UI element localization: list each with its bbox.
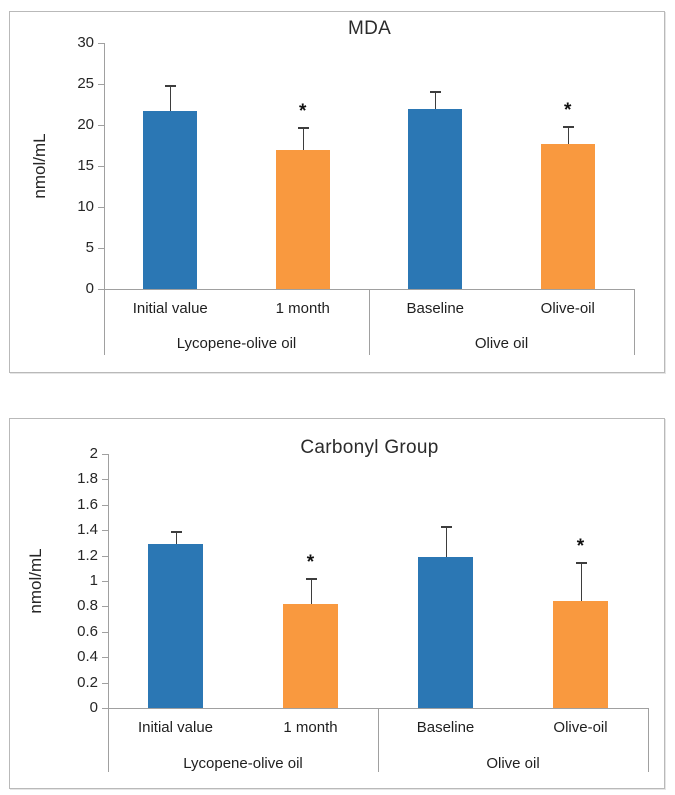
y-tick-label: 10 bbox=[77, 198, 94, 215]
y-tick-label: 30 bbox=[77, 34, 94, 51]
error-bar-line bbox=[435, 91, 437, 109]
y-tick-label: 25 bbox=[77, 75, 94, 92]
error-bar-line bbox=[170, 84, 172, 112]
y-tick-mark bbox=[102, 454, 108, 455]
y-tick-label: 1.6 bbox=[77, 495, 98, 513]
y-axis-line bbox=[108, 454, 109, 708]
y-tick-mark bbox=[98, 289, 104, 290]
chart-title: MDA bbox=[347, 18, 392, 39]
category-label: Olive-oil bbox=[553, 719, 608, 736]
error-bar-cap bbox=[440, 526, 452, 529]
bar-initial-value bbox=[148, 544, 203, 708]
category-label: Baseline bbox=[416, 719, 475, 736]
category-label: Baseline bbox=[406, 300, 465, 317]
y-tick-mark bbox=[102, 606, 108, 608]
category-label: 1 month bbox=[283, 719, 338, 736]
chart-mda: MDA nmol/mL 0 5 10 15 20 25 30 Initial value * 1 … bbox=[9, 11, 665, 373]
y-tick-mark bbox=[102, 657, 108, 659]
category-group-separator bbox=[369, 289, 370, 355]
error-bar-cap bbox=[297, 126, 309, 129]
bar-initial-value bbox=[143, 111, 198, 289]
category-group-separator bbox=[104, 289, 105, 355]
bar-baseline bbox=[418, 556, 473, 708]
y-tick-label: 1.2 bbox=[77, 546, 98, 564]
y-axis-title: nmol/mL bbox=[30, 133, 49, 199]
y-tick-label: 0.2 bbox=[77, 673, 98, 691]
category-group-separator bbox=[108, 708, 109, 772]
y-tick-mark bbox=[98, 207, 104, 208]
error-bar-line bbox=[580, 561, 582, 602]
y-tick-label: 0 bbox=[85, 280, 94, 297]
y-tick-mark bbox=[98, 84, 104, 85]
bar-olive-oil bbox=[553, 601, 608, 708]
y-axis-line bbox=[104, 43, 105, 289]
error-bar-line bbox=[310, 578, 312, 604]
y-tick-label: 0.4 bbox=[77, 648, 98, 666]
error-bar-cap bbox=[562, 125, 574, 128]
error-bar-cap bbox=[305, 578, 317, 581]
y-tick-mark bbox=[102, 682, 108, 684]
category-label: Initial value bbox=[137, 719, 214, 736]
y-tick-label: 0 bbox=[89, 699, 98, 716]
error-bar-line bbox=[567, 125, 569, 144]
error-bar-line bbox=[302, 126, 304, 151]
category-group-label: Lycopene-olive oil bbox=[183, 755, 303, 772]
y-axis-title: nmol/mL bbox=[26, 548, 45, 614]
category-label: 1 month bbox=[275, 300, 330, 317]
category-group-label: Olive oil bbox=[474, 335, 529, 352]
error-bar-cap bbox=[165, 84, 177, 87]
category-label: Initial value bbox=[132, 300, 208, 317]
error-bar-cap bbox=[430, 91, 442, 94]
category-label: Olive-oil bbox=[540, 300, 595, 317]
y-tick-mark bbox=[102, 555, 108, 557]
y-tick-label: 2 bbox=[89, 445, 98, 462]
category-group-separator bbox=[648, 708, 649, 772]
y-tick-mark bbox=[98, 43, 104, 44]
significance-asterisk: * bbox=[306, 552, 315, 574]
chart-title: Carbonyl Group bbox=[300, 437, 439, 458]
y-tick-mark bbox=[102, 631, 108, 633]
significance-asterisk: * bbox=[299, 100, 307, 122]
error-bar-cap bbox=[575, 561, 587, 564]
category-group-label: Olive oil bbox=[486, 755, 540, 772]
y-tick-label: 0.8 bbox=[77, 597, 98, 615]
error-bar-line bbox=[175, 531, 177, 545]
y-tick-label: 20 bbox=[77, 116, 94, 133]
y-tick-mark bbox=[98, 248, 104, 249]
y-tick-mark bbox=[98, 125, 104, 126]
bar-baseline bbox=[408, 108, 463, 289]
y-tick-label: 1 bbox=[89, 572, 98, 589]
y-tick-mark bbox=[102, 581, 108, 582]
y-tick-label: 0.6 bbox=[77, 622, 98, 640]
y-tick-label: 1.4 bbox=[77, 521, 98, 539]
y-tick-mark bbox=[102, 479, 108, 481]
error-bar-line bbox=[445, 526, 447, 557]
y-tick-mark bbox=[102, 708, 108, 709]
category-group-separator bbox=[634, 289, 635, 355]
significance-asterisk: * bbox=[576, 535, 585, 557]
bar-1-month bbox=[283, 603, 338, 708]
y-tick-label: 1.8 bbox=[77, 470, 98, 488]
category-group-separator bbox=[378, 708, 379, 772]
y-tick-label: 5 bbox=[85, 239, 94, 256]
bar-olive-oil bbox=[540, 143, 595, 289]
y-tick-label: 15 bbox=[77, 157, 94, 174]
significance-asterisk: * bbox=[564, 99, 572, 121]
chart-carbonyl-group: Carbonyl Group nmol/mL 0 0.2 0.4 0.6 0.8 1 1.2… bbox=[9, 418, 665, 789]
category-group-label: Lycopene-olive oil bbox=[176, 335, 297, 352]
y-tick-mark bbox=[98, 166, 104, 167]
bar-1-month bbox=[275, 150, 330, 289]
error-bar-cap bbox=[170, 531, 182, 534]
y-tick-mark bbox=[102, 504, 108, 506]
y-tick-mark bbox=[102, 530, 108, 532]
